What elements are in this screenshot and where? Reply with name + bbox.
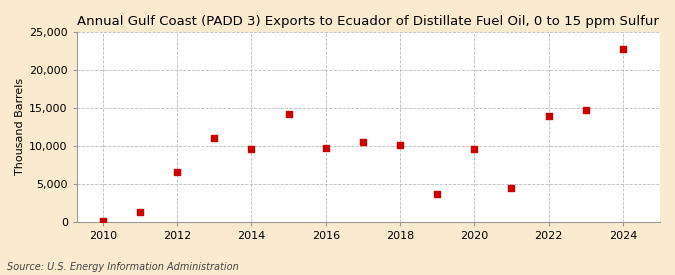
- Point: [469, 147, 480, 151]
- Point: [618, 47, 628, 52]
- Y-axis label: Thousand Barrels: Thousand Barrels: [15, 78, 25, 175]
- Point: [134, 210, 145, 214]
- Point: [209, 136, 219, 141]
- Point: [580, 108, 591, 112]
- Text: Source: U.S. Energy Information Administration: Source: U.S. Energy Information Administ…: [7, 262, 238, 272]
- Title: Annual Gulf Coast (PADD 3) Exports to Ecuador of Distillate Fuel Oil, 0 to 15 pp: Annual Gulf Coast (PADD 3) Exports to Ec…: [78, 15, 659, 28]
- Point: [171, 170, 182, 175]
- Point: [246, 147, 256, 151]
- Point: [432, 192, 443, 197]
- Point: [97, 219, 108, 223]
- Point: [321, 146, 331, 150]
- Point: [283, 112, 294, 116]
- Point: [395, 143, 406, 147]
- Point: [543, 114, 554, 119]
- Point: [358, 140, 369, 144]
- Point: [506, 185, 517, 190]
